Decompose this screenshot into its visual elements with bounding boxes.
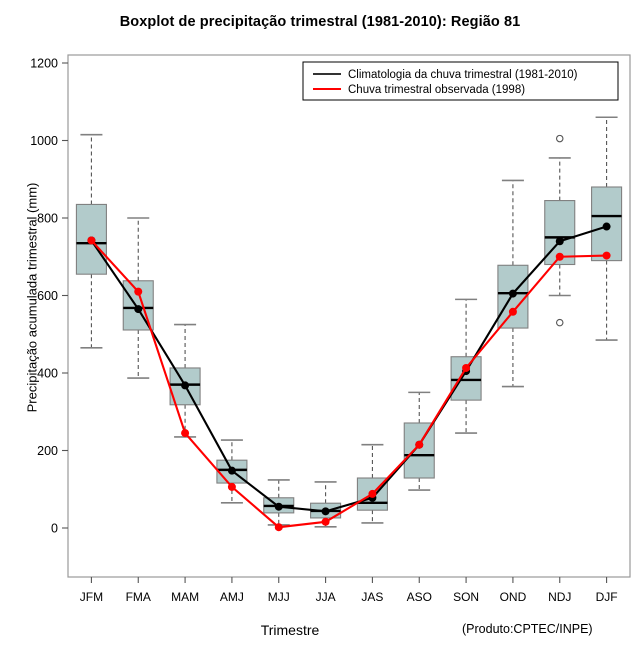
x-tick-label: SON — [453, 590, 479, 604]
legend-box — [302, 61, 619, 101]
y-tick-label: 1200 — [30, 57, 58, 71]
series-point-observada — [508, 307, 517, 316]
y-tick-label: 600 — [37, 289, 58, 303]
series-point-observada — [134, 287, 143, 296]
x-tick-label: JFM — [80, 590, 103, 604]
x-tick-label: MJJ — [268, 590, 290, 604]
x-tick-label: FMA — [126, 590, 151, 604]
outlier-point — [555, 134, 564, 143]
x-tick-label: JAS — [361, 590, 383, 604]
series-point-observada — [602, 251, 611, 260]
series-point-climatologia — [321, 507, 330, 516]
y-tick-label: 200 — [37, 444, 58, 458]
series-point-observada — [274, 523, 283, 532]
x-tick-label: DJF — [596, 590, 618, 604]
box — [450, 356, 482, 401]
box — [403, 422, 435, 479]
series-point-climatologia — [508, 289, 517, 298]
series-point-climatologia — [602, 222, 611, 231]
x-axis-label: Trimestre — [260, 622, 320, 638]
legend-label-1: Chuva trimestral observada (1998) — [348, 84, 525, 96]
x-tick-label: ASO — [407, 590, 432, 604]
series-point-observada — [368, 489, 377, 498]
series-point-climatologia — [181, 381, 190, 390]
series-point-observada — [321, 517, 330, 526]
x-tick-label: NDJ — [548, 590, 571, 604]
x-tick-label: JJA — [316, 590, 336, 604]
plot-border — [67, 54, 631, 578]
series-point-observada — [181, 429, 190, 438]
series-point-observada — [555, 252, 564, 261]
series-point-observada — [415, 440, 424, 449]
series-point-climatologia — [274, 502, 283, 511]
series-point-climatologia — [227, 466, 236, 475]
series-point-observada — [462, 363, 471, 372]
series-line-observada — [90, 239, 607, 529]
source-note: (Produto:CPTEC/INPE) — [462, 622, 593, 636]
series-line-climatologia — [90, 225, 607, 513]
series-point-observada — [87, 236, 96, 245]
y-tick-label: 0 — [51, 522, 58, 536]
x-tick-label: MAM — [171, 590, 199, 604]
y-tick-label: 800 — [37, 212, 58, 226]
series-point-climatologia — [134, 305, 143, 314]
legend-label-0: Climatologia da chuva trimestral (1981-2… — [348, 69, 578, 81]
series-point-climatologia — [555, 237, 564, 246]
chart-title: Boxplot de precipitação trimestral (1981… — [119, 14, 521, 30]
outlier-point — [555, 318, 564, 327]
y-tick-label: 400 — [37, 367, 58, 381]
series-point-observada — [227, 482, 236, 491]
y-tick-label: 1000 — [30, 134, 58, 148]
x-tick-label: OND — [500, 590, 527, 604]
x-tick-label: AMJ — [220, 590, 244, 604]
